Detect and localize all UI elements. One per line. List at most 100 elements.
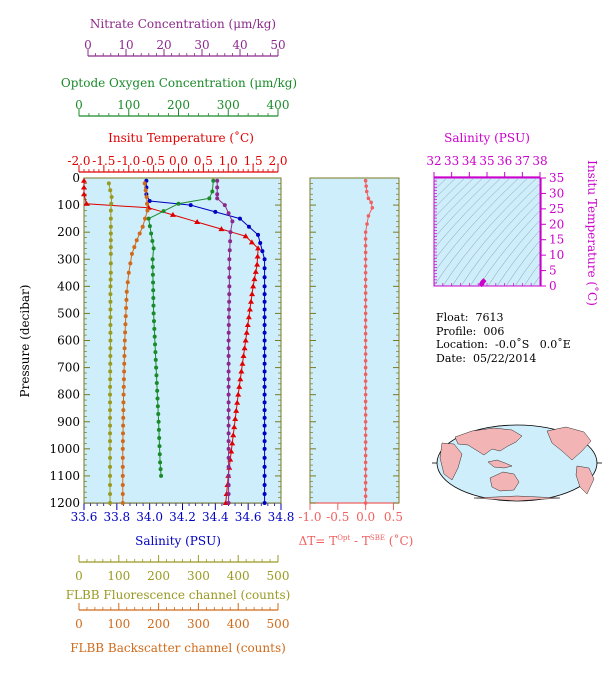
salinity-point	[262, 377, 267, 382]
pressure-tick-label: 600	[57, 334, 80, 348]
fluorescence-tick-label: 200	[147, 569, 170, 583]
salinity-point	[262, 315, 267, 320]
delta-t-axis-label: ΔT= TOpt - TSBE (˚C)	[299, 533, 414, 548]
temperature-point	[249, 291, 256, 297]
map-land-africa	[439, 442, 463, 481]
salinity-point	[262, 384, 267, 389]
temperature-point	[252, 268, 259, 274]
backscatter-point	[143, 188, 148, 193]
delta-t-point	[363, 406, 368, 411]
fluorescence-tick-label: 0	[75, 569, 83, 583]
backscatter-axis: 0 100 200 300 400 500 FLBB Backscatter channel…	[70, 603, 289, 655]
delta-t-point	[363, 178, 368, 183]
delta-t-tick-label: -0.5	[326, 510, 349, 524]
nitrate-point	[228, 239, 233, 244]
salinity-point	[262, 491, 267, 496]
density-contour	[442, 178, 538, 286]
fluorescence-point	[108, 284, 113, 289]
density-contour	[434, 178, 484, 229]
salinity-point	[262, 415, 267, 420]
map-land-south-america	[575, 465, 595, 495]
fluorescence-axis-label: FLBB Fluorescence channel (counts)	[66, 588, 291, 602]
fluorescence-tick-label: 300	[187, 569, 210, 583]
delta-t-tick-label: 0.5	[384, 510, 403, 524]
oxygen-point	[154, 373, 159, 378]
map-land-indonesia	[487, 459, 513, 469]
nitrate-point	[227, 299, 232, 304]
nitrate-point	[215, 192, 220, 197]
temperature-point	[248, 239, 255, 245]
temperature-tick-label: -0.5	[142, 154, 165, 168]
nitrate-point	[226, 439, 231, 444]
fluorescence-point	[108, 245, 113, 250]
temperature-point	[247, 298, 254, 304]
delta-t-point	[366, 196, 371, 201]
temperature-tick-label: -1.5	[92, 154, 115, 168]
temperature-point	[229, 440, 236, 446]
density-contour	[434, 178, 448, 191]
delta-t-panel	[309, 177, 400, 504]
temperature-point	[232, 416, 239, 422]
delta-t-point	[363, 440, 368, 444]
oxygen-point	[151, 246, 156, 251]
temperature-point	[80, 184, 87, 190]
fluorescence-point	[108, 224, 113, 229]
nitrate-point	[226, 423, 231, 428]
backscatter-point	[128, 261, 133, 266]
ts-salinity-tick-label: 34	[462, 154, 478, 168]
temperature-point	[242, 337, 249, 343]
temperature-point	[255, 245, 262, 251]
fluorescence-point	[108, 292, 113, 297]
salinity-point	[262, 361, 267, 366]
world-map	[432, 424, 602, 502]
temperature-point	[218, 226, 225, 232]
backscatter-point	[120, 446, 125, 451]
backscatter-point	[134, 238, 139, 243]
nitrate-point	[226, 377, 231, 382]
fluorescence-point	[108, 208, 113, 213]
fluorescence-point	[108, 216, 113, 221]
ts-diagram-panel	[433, 177, 541, 287]
delta-t-point	[363, 379, 368, 383]
nitrate-point	[226, 346, 231, 351]
pressure-tick-label: 0	[72, 171, 80, 185]
oxygen-point	[153, 342, 158, 347]
salinity-point	[262, 346, 267, 351]
density-contour	[434, 178, 520, 274]
pressure-tick-label: 700	[57, 361, 80, 375]
ts-series	[478, 278, 487, 288]
backscatter-point	[122, 353, 127, 358]
nitrate-point	[226, 330, 231, 335]
salinity-point	[237, 216, 242, 221]
density-contour	[469, 200, 540, 286]
oxygen-point	[157, 436, 162, 440]
temperature-point	[230, 432, 237, 438]
backscatter-point	[120, 455, 125, 460]
fluorescence-point	[108, 251, 113, 256]
density-contour	[434, 178, 493, 239]
fluorescence-point	[108, 346, 113, 351]
temperature-point	[228, 448, 235, 454]
nitrate-point	[215, 185, 220, 190]
oxygen-point	[161, 209, 166, 214]
fluorescence-tick-label: 400	[227, 569, 250, 583]
oxygen-point	[157, 452, 162, 457]
fluorescence-point	[108, 473, 113, 478]
delta-t-point	[363, 447, 368, 451]
nitrate-point	[228, 230, 233, 235]
salinity-point	[262, 323, 267, 328]
salinity-point	[262, 330, 267, 335]
nitrate-tick-label: 10	[118, 38, 133, 52]
oxygen-point	[151, 288, 156, 293]
fluorescence-point	[108, 270, 113, 275]
backscatter-point	[121, 392, 126, 397]
map-land-australia	[489, 471, 520, 492]
salinity-point	[147, 199, 152, 204]
delta-t-point	[363, 480, 368, 485]
pressure-tick-label: 300	[57, 252, 80, 266]
delta-t-point	[363, 298, 368, 302]
oxygen-point	[153, 357, 158, 362]
delta-t-point	[363, 345, 368, 350]
oxygen-point	[151, 303, 156, 308]
fluorescence-point	[108, 369, 113, 374]
